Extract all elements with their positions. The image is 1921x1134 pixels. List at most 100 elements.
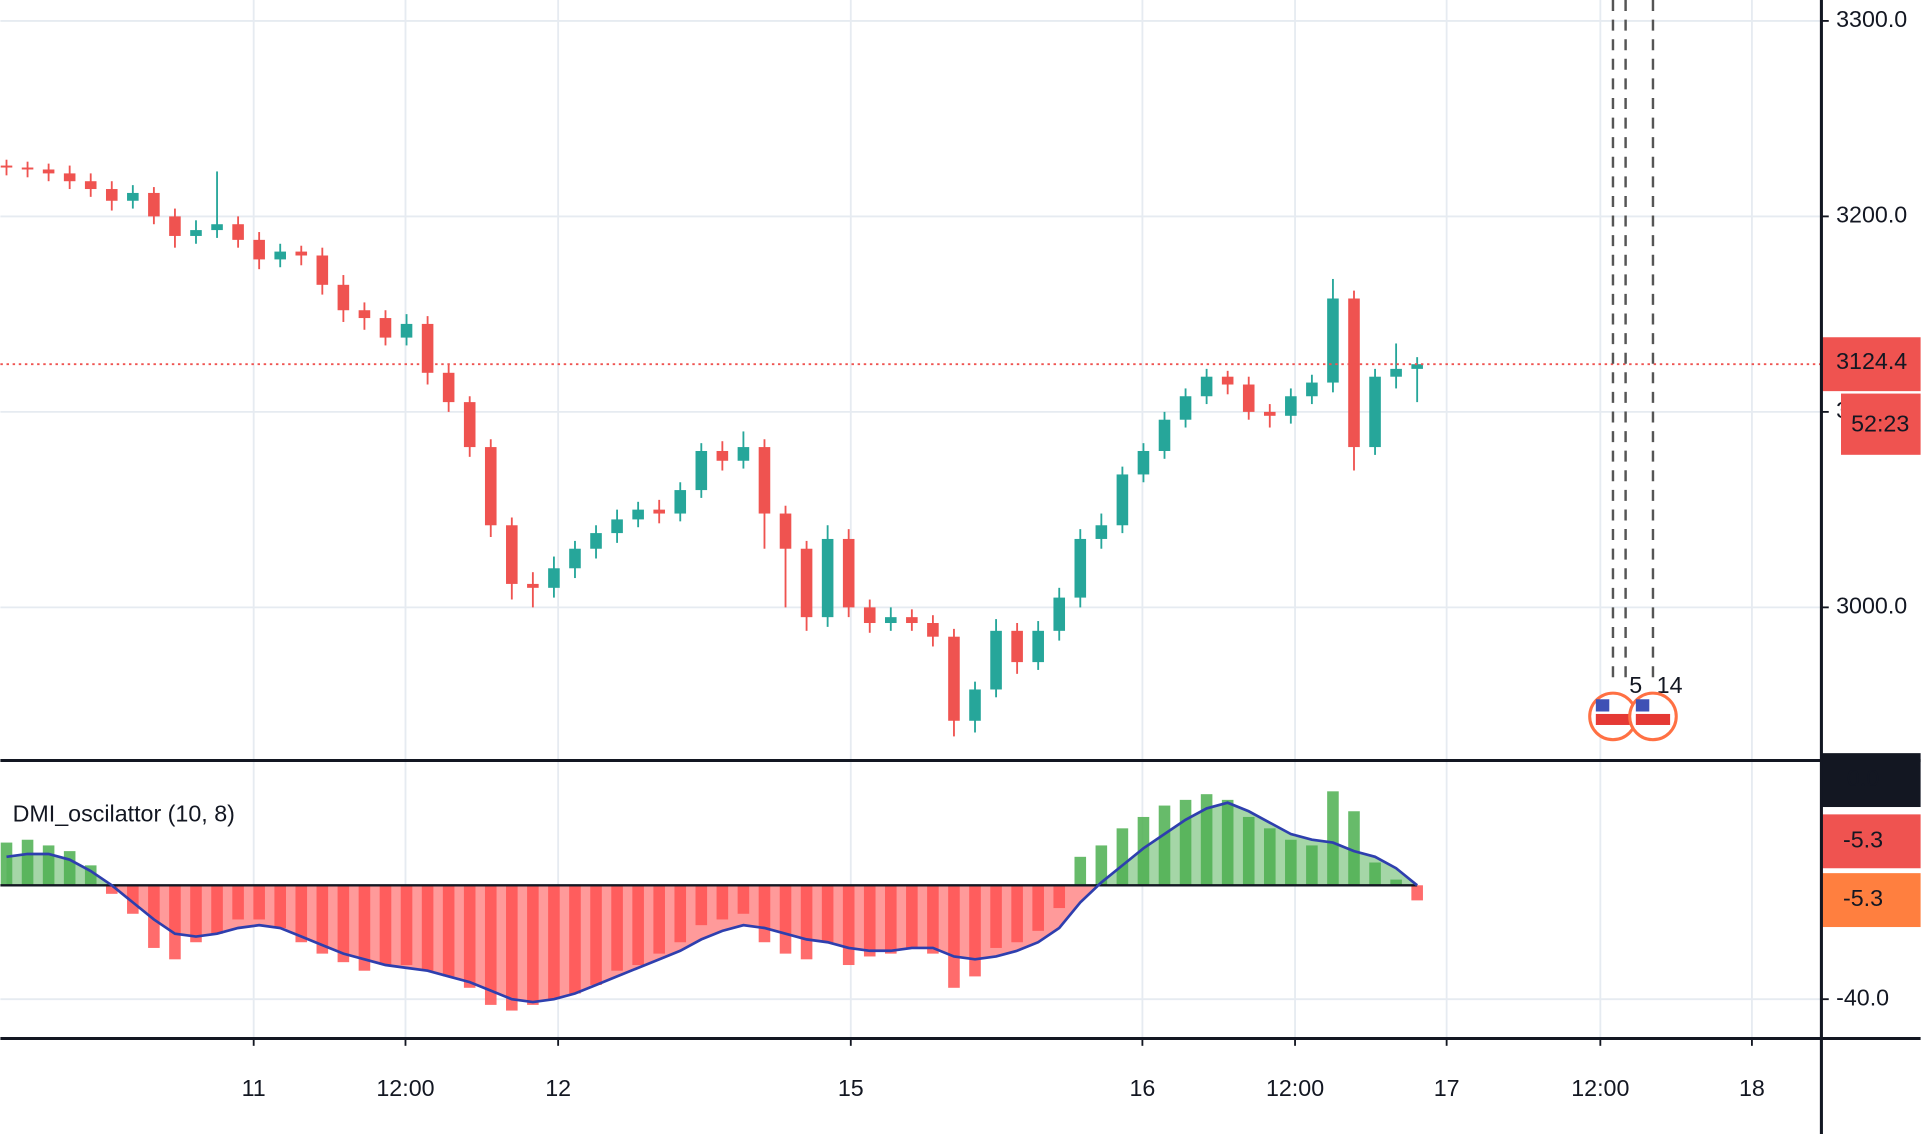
- histogram-bar: [1137, 816, 1150, 886]
- last-price-label: 3124.4: [1836, 348, 1907, 374]
- candle-body: [295, 251, 308, 256]
- candle-body: [21, 167, 34, 170]
- histogram-bar: [1053, 885, 1066, 909]
- histogram-bar: [316, 885, 329, 954]
- histogram-bar: [1348, 811, 1360, 886]
- candle-body: [569, 548, 581, 569]
- histogram-bar: [1200, 794, 1213, 886]
- histogram-bar: [800, 885, 813, 960]
- histogram-bar: [190, 885, 202, 943]
- x-tick-label: 17: [1434, 1075, 1460, 1101]
- histogram-bar: [295, 885, 308, 943]
- candle-body: [737, 447, 750, 461]
- candle-body: [969, 689, 981, 721]
- histogram-bar: [421, 885, 434, 971]
- candle-body: [1011, 630, 1023, 663]
- candle-body: [948, 636, 960, 721]
- candle-body: [906, 617, 918, 624]
- candle-body: [590, 533, 602, 549]
- candle-body: [632, 509, 644, 520]
- candle-body: [885, 617, 897, 624]
- signal-line: [6, 801, 1419, 1004]
- y-tick-label: -40.0: [1836, 984, 1889, 1010]
- candle-body: [1306, 382, 1318, 397]
- candle-body: [1074, 538, 1087, 598]
- histogram-bar: [1095, 845, 1108, 886]
- candle-body: [421, 323, 434, 373]
- histogram-bar: [1032, 885, 1044, 931]
- histogram-bar: [274, 885, 287, 929]
- candle-body: [337, 284, 350, 311]
- x-tick-label: 12: [545, 1075, 571, 1101]
- value-label-box: [1821, 814, 1921, 869]
- histogram-bar: [21, 839, 34, 886]
- histogram-bar: [1306, 845, 1318, 886]
- candle-body: [548, 568, 560, 588]
- candle-body: [1095, 525, 1108, 539]
- event-flag-red: [1635, 713, 1671, 725]
- candle-body: [1053, 597, 1066, 631]
- histogram-bar: [632, 885, 644, 966]
- candle-body: [1158, 419, 1171, 451]
- histogram-bar: [990, 885, 1002, 948]
- event-flag-blue: [1595, 699, 1610, 712]
- countdown-box: [1841, 393, 1921, 455]
- histogram-bar: [0, 842, 13, 886]
- histogram-bar: [948, 885, 960, 988]
- candle-body: [1242, 384, 1255, 412]
- histogram-bar: [1390, 879, 1402, 886]
- candle-body: [232, 224, 244, 240]
- histogram-bar: [484, 885, 497, 1005]
- candle-body: [842, 538, 855, 608]
- histogram-bar: [169, 885, 181, 960]
- candle-body: [442, 372, 455, 403]
- histogram-bar: [653, 885, 665, 954]
- candle-body: [211, 224, 223, 231]
- candle-body: [1221, 376, 1234, 385]
- histogram-bar: [1327, 791, 1339, 886]
- candle-body: [1369, 376, 1381, 448]
- candle-body: [274, 251, 287, 260]
- candle-body: [927, 623, 939, 637]
- area-up: [6, 802, 1418, 886]
- event-flag-blue: [1635, 699, 1650, 712]
- value-label-box: [1821, 873, 1921, 928]
- y-tick-label: 3200.0: [1836, 202, 1907, 228]
- candle-body: [695, 450, 708, 491]
- candle-body: [1390, 368, 1402, 377]
- histogram-bar: [590, 885, 602, 985]
- histogram-bar: [379, 885, 392, 966]
- histogram-bar: [969, 885, 981, 977]
- histogram-bar: [548, 885, 560, 1000]
- candle-body: [863, 607, 876, 624]
- histogram-bar: [906, 885, 918, 948]
- histogram-bar: [927, 885, 939, 954]
- candle-body: [527, 583, 539, 588]
- x-tick-label: 11: [242, 1075, 266, 1101]
- histogram-bar: [674, 885, 687, 943]
- histogram-bar: [1411, 885, 1423, 901]
- histogram-bar: [1263, 828, 1276, 886]
- y-tick-label: 3000.0: [1836, 593, 1907, 619]
- histogram-bar: [1116, 828, 1129, 886]
- x-tick-label: 15: [838, 1075, 864, 1101]
- candle-body: [779, 513, 792, 549]
- candle-body: [506, 525, 518, 584]
- histogram-bar: [211, 885, 223, 934]
- histogram-bar: [1179, 799, 1192, 886]
- histogram-bar: [127, 885, 139, 914]
- histogram-bar: [716, 885, 729, 920]
- candle-body: [105, 189, 118, 201]
- x-tick-label: 12:00: [376, 1075, 434, 1101]
- histogram-bar: [84, 865, 97, 886]
- histogram-bar: [758, 885, 771, 943]
- histogram-bar: [842, 885, 855, 966]
- value-label-box: [1821, 753, 1921, 808]
- event-flag-red: [1595, 713, 1631, 725]
- candle-body: [484, 447, 497, 526]
- histogram-bar: [463, 885, 476, 988]
- candle-body: [653, 509, 665, 514]
- candle-body: [316, 255, 329, 285]
